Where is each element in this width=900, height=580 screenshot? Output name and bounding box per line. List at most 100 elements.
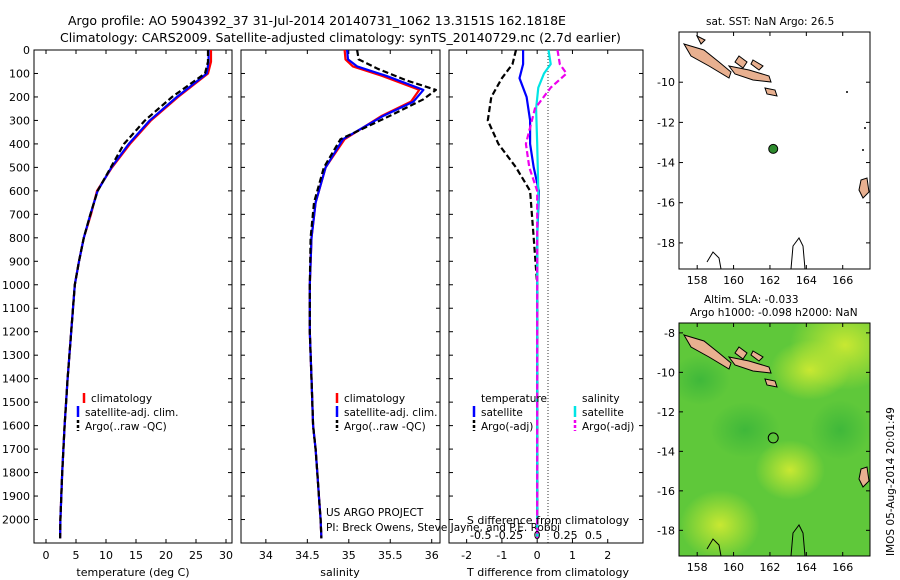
s-tick-label: 0.25 xyxy=(553,529,578,542)
credit-project: US ARGO PROJECT xyxy=(326,507,424,519)
temperature-xlabel: temperature (deg C) xyxy=(76,566,189,579)
x-tick-label: 0 xyxy=(534,549,541,562)
sla-low-blob xyxy=(710,402,780,458)
difference-lines xyxy=(486,50,568,539)
sla-map-title-2: Argo h1000: -0.098 h2000: NaN xyxy=(690,307,858,319)
y-tick-label: 600 xyxy=(9,185,30,198)
x-tick-label: 1 xyxy=(569,549,576,562)
salinity-x-ticks: 34 34.5 35 35.5 36 xyxy=(259,50,439,562)
s-diff-label: S difference from climatology xyxy=(467,514,630,527)
salinity-axes-frame xyxy=(240,49,441,544)
land-shape xyxy=(695,34,706,45)
sst-map-coast xyxy=(682,34,870,269)
map-x-tick-label: 162 xyxy=(759,561,780,574)
sst-map-title: sat. SST: NaN Argo: 26.5 xyxy=(706,16,834,28)
islet xyxy=(846,91,848,93)
x-tick-label: 30 xyxy=(219,549,233,562)
x-tick-label: 2 xyxy=(604,549,611,562)
x-tick-label: 34.5 xyxy=(295,549,320,562)
map-x-tick-label: 160 xyxy=(723,274,744,287)
series-line-satellite xyxy=(59,50,210,539)
sla-float-position-marker xyxy=(767,432,779,444)
land-shape xyxy=(858,177,870,199)
y-tick-label: 1500 xyxy=(2,396,30,409)
figure-title-line2: Climatology: CARS2009. Satellite-adjuste… xyxy=(60,30,621,45)
sla-low-blob xyxy=(810,400,870,460)
land-shape xyxy=(727,356,772,374)
difference-axes-frame xyxy=(448,49,644,544)
sst-map-panel: sat. SST: NaN Argo: 26.5 158 160 162 164 166… xyxy=(657,16,871,287)
salinity-diff-ticks: -0.5 -0.25 0 0.25 0.5 xyxy=(470,529,602,542)
coast-line xyxy=(790,237,806,269)
map-y-tick-label: -14 xyxy=(657,445,675,458)
map-x-tick-label: 164 xyxy=(796,274,817,287)
y-tick-label: 300 xyxy=(9,114,30,127)
y-tick-label: 1300 xyxy=(2,349,30,362)
sst-y-ticks: -10 -12 -14 -16 -18 xyxy=(657,76,870,250)
sla-map-title-1: Altim. SLA: -0.033 xyxy=(704,294,799,306)
s-tick-label: -0.5 xyxy=(470,529,491,542)
sst-coast-shapes xyxy=(682,34,870,269)
legend-s-argo-label: Argo(-adj) xyxy=(582,421,634,433)
legend-t-argo-label: Argo(-adj) xyxy=(481,421,533,433)
figure-title-line1: Argo profile: AO 5904392_37 31-Jul-2014 … xyxy=(68,13,566,28)
salinity-y-tickmarks xyxy=(241,49,440,521)
legend-t-satellite-label: satellite xyxy=(481,407,523,419)
series-line-satellite xyxy=(308,50,425,539)
t-diff-label: T difference from climatology xyxy=(466,566,629,579)
y-tick-label: 1600 xyxy=(2,420,30,433)
y-tick-label: 1900 xyxy=(2,490,30,503)
x-tick-label: 25 xyxy=(189,549,203,562)
sst-map-frame xyxy=(678,31,871,270)
series-line-climatology xyxy=(59,50,213,539)
x-tick-label: 5 xyxy=(73,549,80,562)
sla-x-ticks: 158 160 162 164 166 xyxy=(687,323,853,574)
sla-high-blob xyxy=(680,490,760,556)
map-y-tick-label: -10 xyxy=(657,366,675,379)
x-tick-label: 15 xyxy=(129,549,143,562)
y-tick-label: 1700 xyxy=(2,443,30,456)
map-y-tick-label: -16 xyxy=(657,197,675,210)
land-shape xyxy=(682,334,732,370)
land-shape xyxy=(750,350,764,362)
sst-x-ticks: 158 160 162 164 166 xyxy=(687,32,853,287)
sla-map-panel: Altim. SLA: -0.033 Argo h1000: -0.098 h2… xyxy=(657,294,871,574)
timestamp: IMOS 05-Aug-2014 20:01:49 xyxy=(885,407,897,556)
land-shape xyxy=(727,65,772,83)
y-tick-label: 1000 xyxy=(2,279,30,292)
temperature-panel: 0 5 10 15 20 25 30 0 100 200 300 400 500 600 700 800 90… xyxy=(2,44,233,579)
land-shape xyxy=(750,59,764,71)
map-y-tick-label: -14 xyxy=(657,157,675,170)
y-tick-label: 800 xyxy=(9,232,30,245)
map-x-tick-label: 164 xyxy=(796,561,817,574)
sal-legend-climatology-label: climatology xyxy=(344,393,405,405)
sla-high-blob xyxy=(755,440,825,500)
float-position-marker xyxy=(768,143,779,154)
map-y-tick-label: -12 xyxy=(657,406,675,419)
map-y-tick-label: -8 xyxy=(664,327,675,340)
sla-map-frame xyxy=(678,322,871,557)
y-tick-label: 1800 xyxy=(2,467,30,480)
series-line-argo xyxy=(308,50,437,539)
coast-line xyxy=(706,538,722,556)
x-tick-label: -1 xyxy=(496,549,507,562)
map-x-tick-label: 160 xyxy=(723,561,744,574)
map-x-tick-label: 166 xyxy=(832,561,853,574)
land-shape xyxy=(734,346,748,360)
islet xyxy=(864,127,866,129)
x-tick-label: 0 xyxy=(43,549,50,562)
sal-legend-satellite-label: satellite-adj. clim. xyxy=(344,407,437,419)
difference-x-ticks: -2 -1 0 1 2 xyxy=(461,50,611,562)
land-shape xyxy=(734,55,748,69)
legend-temperature-title: temperature xyxy=(481,393,547,405)
y-tick-label: 500 xyxy=(9,161,30,174)
credit-pi: PI: Breck Owens, Steve Jayne, and P.E. R… xyxy=(326,522,560,534)
y-tick-label: 1100 xyxy=(2,302,30,315)
salinity-xlabel: salinity xyxy=(320,566,360,579)
temperature-x-ticks: 0 5 10 15 20 25 30 xyxy=(43,50,233,562)
sla-low-blob xyxy=(679,355,730,405)
y-tick-label: 900 xyxy=(9,255,30,268)
series-line-climatology xyxy=(308,50,421,539)
x-tick-label: 10 xyxy=(99,549,113,562)
